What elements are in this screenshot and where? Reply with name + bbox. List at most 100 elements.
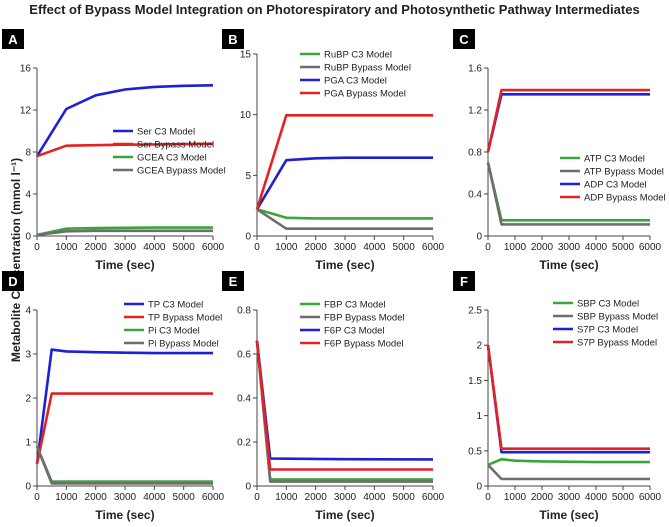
- panel-f-x-tick-label: 3000: [558, 492, 581, 503]
- panel-e-y-tick-label: 0.2: [237, 438, 251, 449]
- panel-b-x-tick-label: 3000: [334, 242, 357, 253]
- panel-e-letter: E: [229, 274, 238, 289]
- panel-d-badge: [2, 271, 24, 291]
- panel-e-y-tick-label: 0: [245, 482, 251, 493]
- panel-d-x-tick-label: 1000: [55, 492, 78, 503]
- panel-a-legend-label-gcea-c3-model: GCEA C3 Model: [137, 153, 207, 164]
- panel-e-y-tick-label: 0.4: [237, 394, 251, 405]
- panel-f-x-tick-label: 4000: [585, 492, 608, 503]
- panel-e-x-tick-label: 5000: [393, 492, 416, 503]
- panel-a-x-tick-label: 5000: [173, 242, 196, 253]
- panel-e-legend-label-fbp-bypass-model: FBP Bypass Model: [324, 313, 405, 324]
- panel-a-y-tick-label: 0: [25, 232, 31, 243]
- panel-a-legend-label-gcea-bypass-model: GCEA Bypass Model: [137, 166, 226, 177]
- panel-d-y-tick-label: 0: [25, 482, 31, 493]
- panel-b-legend-label-rubp-c3-model: RuBP C3 Model: [324, 50, 392, 61]
- panel-a-badge: [2, 29, 24, 49]
- panel-c-x-tick-label: 2000: [531, 242, 554, 253]
- panel-e-x-tick-label: 4000: [363, 492, 386, 503]
- panel-b-x-tick-label: 0: [254, 242, 260, 253]
- panel-c-x-label: Time (sec): [539, 258, 598, 272]
- panel-e-legend-label-fbp-c3-model: FBP C3 Model: [324, 300, 386, 311]
- panel-b-legend-label-pga-c3-model: PGA C3 Model: [324, 76, 387, 87]
- panel-d-y-tick-label: 4: [25, 306, 31, 317]
- panel-d-series-tp-bypass-model: [35, 392, 213, 465]
- panel-f-badge: [453, 271, 475, 291]
- panel-d-x-tick-label: 0: [34, 492, 40, 503]
- panel-f-x-tick-label: 5000: [612, 492, 635, 503]
- panel-a-series-ser-c3-model: [35, 84, 214, 157]
- panel-f-series-sbp-bypass-model: [487, 464, 650, 481]
- panel-b-x-tick-label: 2000: [305, 242, 328, 253]
- panel-c-series-adp-bypass-model: [486, 88, 650, 153]
- panel-c-legend-label-adp-bypass-model: ADP Bypass Model: [584, 193, 666, 204]
- panel-e-x-tick-label: 1000: [275, 492, 298, 503]
- panel-b-y-tick-label: 15: [240, 50, 252, 61]
- panel-f-y-tick-label: 1.5: [468, 376, 482, 387]
- panel-d-y-tick-label: 1: [25, 438, 31, 449]
- panel-d-legend-label-pi-c3-model: Pi C3 Model: [148, 326, 200, 337]
- panel-e-x-tick-label: 6000: [422, 492, 445, 503]
- panel-a-x-tick-label: 1000: [55, 242, 78, 253]
- panel-e-badge: [222, 271, 244, 291]
- panel-e-x-tick-label: 3000: [334, 492, 357, 503]
- panel-b-x-tick-label: 6000: [422, 242, 445, 253]
- panel-a-y-tick-label: 16: [20, 64, 32, 75]
- panel-d-x-tick-label: 4000: [143, 492, 166, 503]
- panel-b-y-tick-label: 0: [245, 232, 251, 243]
- panel-f-x-tick-label: 2000: [531, 492, 554, 503]
- panel-f-series-s7p-c3-model: [486, 345, 650, 454]
- panel-e-legend-label-f6p-c3-model: F6P C3 Model: [324, 326, 385, 337]
- panel-f-y-tick-label: 0.5: [468, 446, 482, 457]
- panel-c-y-tick-label: 0.8: [468, 148, 482, 159]
- panel-c-series-adp-c3-model: [486, 93, 650, 153]
- panel-c-x-tick-label: 5000: [612, 242, 635, 253]
- panel-b-letter: B: [228, 32, 237, 47]
- panel-b-series-rubp-bypass-model: [256, 208, 433, 230]
- panel-f-legend-label-sbp-c3-model: SBP C3 Model: [577, 299, 639, 310]
- panel-d-x-label: Time (sec): [95, 508, 154, 522]
- panel-b-x-tick-label: 1000: [275, 242, 298, 253]
- panel-b-y-tick-label: 5: [245, 171, 251, 182]
- panel-c-badge: [453, 29, 475, 49]
- panel-b-series-rubp-c3-model: [256, 208, 433, 220]
- panel-f-x-tick-label: 6000: [639, 492, 662, 503]
- panel-f-legend-label-s7p-c3-model: S7P C3 Model: [577, 325, 638, 336]
- panel-d-series-tp-c3-model: [35, 348, 213, 465]
- panel-b-x-tick-label: 5000: [393, 242, 416, 253]
- panel-d-y-tick-label: 3: [25, 350, 31, 361]
- panel-d-x-tick-label: 2000: [85, 492, 108, 503]
- panel-f-y-tick-label: 2: [476, 341, 482, 352]
- panel-b-y-tick-label: 10: [240, 110, 252, 121]
- panel-d-y-tick-label: 2: [25, 394, 31, 405]
- panel-d-x-tick-label: 6000: [202, 492, 225, 503]
- panel-f-series-sbp-c3-model: [487, 457, 650, 467]
- panel-a-letter: A: [8, 32, 18, 47]
- panel-a-y-tick-label: 4: [25, 190, 31, 201]
- panel-d-legend-label-tp-bypass-model: TP Bypass Model: [148, 313, 222, 324]
- panel-d-series-pi-c3-model: [35, 445, 213, 483]
- panel-a-x-tick-label: 3000: [114, 242, 137, 253]
- panel-c-y-tick-label: 1.2: [468, 106, 482, 117]
- panel-e-x-tick-label: 0: [254, 492, 260, 503]
- panel-d-x-tick-label: 3000: [114, 492, 137, 503]
- panel-f-y-tick-label: 0: [476, 482, 482, 493]
- panel-a-x-tick-label: 6000: [202, 242, 225, 253]
- panel-c-legend-label-adp-c3-model: ADP C3 Model: [584, 180, 647, 191]
- panel-d-series-pi-bypass-model: [35, 445, 213, 485]
- panel-a-x-tick-label: 0: [34, 242, 40, 253]
- panel-e-x-label: Time (sec): [315, 508, 374, 522]
- panel-c-letter: C: [459, 32, 469, 47]
- panel-c-legend-label-atp-c3-model: ATP C3 Model: [584, 154, 645, 165]
- panel-b-series-pga-bypass-model: [255, 114, 433, 210]
- panel-d-letter: D: [8, 274, 17, 289]
- panel-d-legend-label-pi-bypass-model: Pi Bypass Model: [148, 339, 219, 350]
- panel-f-legend-label-sbp-bypass-model: SBP Bypass Model: [577, 312, 658, 323]
- panel-c-legend-label-atp-bypass-model: ATP Bypass Model: [584, 167, 664, 178]
- panel-a-y-tick-label: 8: [25, 148, 31, 159]
- panel-c-x-tick-label: 3000: [558, 242, 581, 253]
- panel-a-series-gcea-c3-model: [36, 226, 213, 237]
- panel-f-y-tick-label: 2.5: [468, 306, 482, 317]
- panel-f-x-label: Time (sec): [539, 508, 598, 522]
